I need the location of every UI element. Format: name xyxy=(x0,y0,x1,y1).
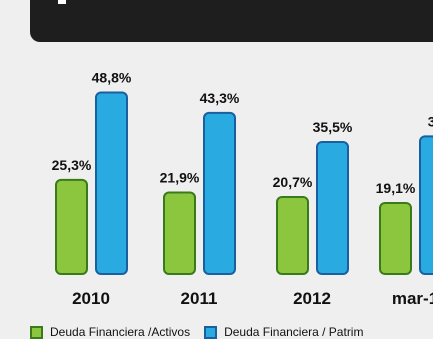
bar-2010-series-1 xyxy=(95,91,128,275)
category-label-mar-1: mar-1 xyxy=(392,289,433,308)
legend-item-series-1: Deuda Financiera / Patrim xyxy=(204,325,363,339)
category-label-2010: 2010 xyxy=(72,289,110,308)
legend-item-series-0: Deuda Financiera /Activos xyxy=(30,325,190,339)
value-label-2010-series-1: 48,8% xyxy=(92,69,132,85)
value-label-2012-series-0: 20,7% xyxy=(273,174,313,190)
legend-swatch-green xyxy=(30,325,43,339)
legend-label-series-1: Deuda Financiera / Patrim xyxy=(224,325,364,339)
bar-2011-series-0 xyxy=(163,191,196,275)
legend-swatch-blue xyxy=(204,325,218,339)
header-mark xyxy=(58,0,66,4)
category-label-2011: 2011 xyxy=(181,289,218,308)
value-label-mar-1-series-0: 19,1% xyxy=(376,180,416,196)
legend-label-series-0: Deuda Financiera /Activos xyxy=(50,325,191,339)
bar-mar-1-series-1 xyxy=(419,135,433,275)
category-label-2012: 2012 xyxy=(293,289,331,308)
bar-2010-series-0 xyxy=(55,178,88,275)
bar-mar-1-series-0 xyxy=(379,201,412,275)
header-bar xyxy=(30,0,433,42)
bar-2012-series-0 xyxy=(276,195,309,275)
value-label-2011-series-1: 43,3% xyxy=(200,90,240,106)
legend: Deuda Financiera /Activos Deuda Financie… xyxy=(30,325,369,339)
bar-2011-series-1 xyxy=(203,111,236,276)
bar-2012-series-1 xyxy=(316,140,349,275)
value-label-2011-series-0: 21,9% xyxy=(160,170,200,186)
value-label-2012-series-1: 35,5% xyxy=(313,119,353,135)
value-label-mar-1-series-1: 37 xyxy=(428,113,433,129)
value-label-2010-series-0: 25,3% xyxy=(52,157,92,173)
